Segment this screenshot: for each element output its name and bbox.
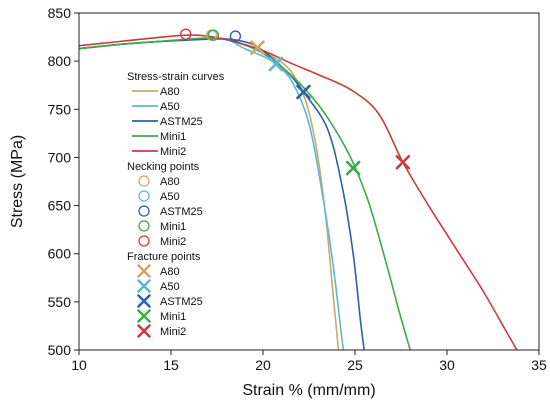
x-axis-title: Strain % (mm/mm) [242,382,375,399]
legend-circle-swatch [138,175,150,187]
y-tick-label: 750 [48,101,72,117]
series-line-astm25 [79,38,365,350]
legend-group-title: Stress-strain curves [127,71,225,83]
legend-item-label: Mini2 [160,236,186,248]
fracture-point-a80 [250,40,265,55]
legend-item-label: A50 [160,101,180,113]
legend-circle-swatch [138,220,150,232]
series-lines [79,34,518,350]
legend-cross-swatch [137,309,151,323]
legend-group-title: Necking points [127,161,200,173]
y-tick-label: 550 [48,294,72,310]
y-tick-label: 850 [48,5,72,21]
legend-item-label: ASTM25 [160,296,203,308]
legend-item-label: Mini1 [160,311,186,323]
legend: Stress-strain curves A80 A50 ASTM25 Mini1 Min… [127,71,225,338]
legend-item-label: A50 [160,191,180,203]
legend-item-label: A80 [160,176,180,188]
series-line-mini1 [79,37,411,350]
y-tick-label: 800 [48,53,72,69]
legend-item-label: Mini2 [160,326,186,338]
point-markers [180,28,411,176]
legend-cross-swatch [137,264,151,278]
y-tick-label: 500 [48,342,72,358]
y-tick-label: 600 [48,246,72,262]
necking-point-astm25 [229,30,242,42]
y-tick-label: 700 [48,149,72,165]
legend-cross-swatch [137,324,151,338]
x-tick-label: 20 [255,357,271,373]
x-tick-label: 10 [71,357,87,373]
fracture-point-mini1 [345,160,361,176]
legend-circle-swatch [138,190,150,202]
legend-cross-swatch [137,279,151,293]
y-tick-label: 650 [48,198,72,214]
legend-item-label: A50 [160,281,180,293]
x-tick-label: 35 [531,357,547,373]
legend-circle-swatch [138,235,150,247]
x-tick-label: 25 [347,357,363,373]
legend-item-label: Mini1 [160,131,186,143]
fracture-point-mini2 [395,154,411,170]
series-line-mini2 [79,34,518,350]
x-tick-label: 15 [163,357,179,373]
legend-circle-swatch [138,205,150,217]
x-tick-label: 30 [439,357,455,373]
necking-point-mini2 [180,28,192,40]
y-axis-title: Stress (MPa) [9,135,26,228]
series-line-a50 [79,37,345,350]
legend-cross-swatch [137,294,151,308]
fracture-point-astm25 [296,84,311,100]
legend-item-label: Mini1 [160,221,186,233]
axes: 10 15 20 25 30 35 500 550 600 650 700 750 800 850 Stra… [9,5,547,399]
fracture-point-a50 [268,56,284,72]
legend-item-label: A80 [160,266,180,278]
legend-item-label: ASTM25 [160,206,203,218]
plot-frame [78,12,540,351]
legend-item-label: A80 [160,86,180,98]
legend-item-label: ASTM25 [160,116,203,128]
legend-item-label: Mini2 [160,146,186,158]
legend-group-title: Fracture points [127,251,201,263]
necking-point-mini1 [207,29,220,41]
